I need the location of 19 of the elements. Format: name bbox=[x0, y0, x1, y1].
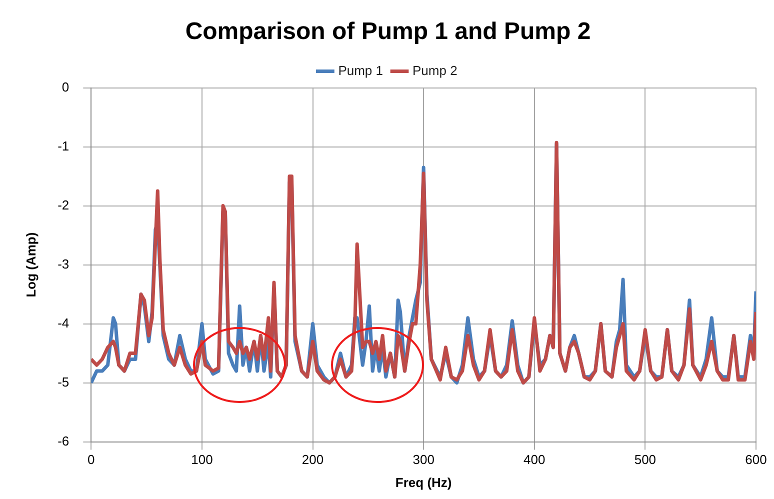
y-tick-label: -5 bbox=[58, 374, 70, 390]
y-tick-label: -6 bbox=[58, 433, 70, 448]
x-tick-label: 500 bbox=[634, 452, 656, 468]
x-tick-label: 400 bbox=[524, 452, 546, 468]
y-tick-label: -2 bbox=[58, 197, 70, 212]
x-tick-label: 600 bbox=[745, 452, 767, 468]
y-tick-label: -4 bbox=[58, 315, 70, 330]
y-axis-title: Log (Amp) bbox=[23, 232, 38, 298]
legend-label: Pump 1 bbox=[338, 62, 384, 78]
y-tick-label: -3 bbox=[58, 256, 70, 272]
x-axis-title: Freq (Hz) bbox=[395, 474, 452, 490]
x-tick-label: 0 bbox=[88, 452, 95, 468]
x-tick-label: 300 bbox=[412, 452, 434, 468]
y-tick-label: 0 bbox=[62, 79, 70, 94]
x-tick-label: 200 bbox=[302, 452, 324, 468]
x-tick-label: 100 bbox=[191, 452, 213, 468]
y-tick-label: -1 bbox=[58, 138, 70, 154]
legend-label: Pump 2 bbox=[412, 62, 458, 78]
chart-title: Comparison of Pump 1 and Pump 2 bbox=[185, 18, 591, 46]
